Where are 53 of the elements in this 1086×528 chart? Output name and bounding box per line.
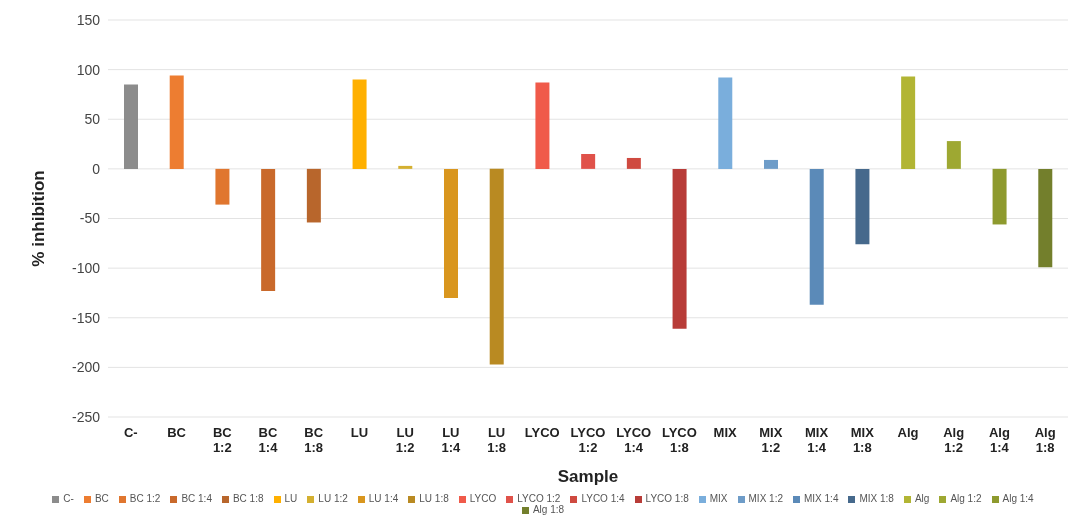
y-tick-label: -200: [71, 359, 101, 376]
legend-label: LU 1:4: [368, 493, 399, 504]
legend-label: C-: [63, 493, 74, 504]
legend-label: Alg: [914, 493, 930, 504]
y-tick-label: 50: [84, 111, 101, 128]
legend-label: BC 1:8: [232, 493, 264, 504]
x-tick-label: Alg 1:8: [1034, 425, 1056, 455]
legend-label: Alg 1:4: [1002, 493, 1034, 504]
x-tick-label: MIX: [713, 425, 738, 440]
x-tick-label: LU 1:2: [395, 425, 415, 455]
legend-label: LYCO 1:4: [581, 493, 625, 504]
x-tick-label: LYCO 1:8: [661, 425, 697, 455]
legend-label: MIX 1:2: [748, 493, 783, 504]
legend-label: LYCO 1:2: [517, 493, 561, 504]
x-tick-label: Alg: [897, 425, 919, 440]
x-tick-label: LYCO 1:4: [616, 425, 652, 455]
legend-label: MIX: [709, 493, 728, 504]
legend-label: MIX 1:8: [859, 493, 894, 504]
y-tick-label: -100: [71, 260, 101, 277]
legend-label: LU 1:2: [318, 493, 348, 504]
y-tick-label: -50: [79, 210, 101, 227]
x-tick-label: MIX 1:2: [759, 425, 783, 455]
y-tick-label: 0: [92, 160, 101, 177]
legend-label: LYCO 1:8: [645, 493, 689, 504]
x-tick-label: BC 1:2: [212, 425, 233, 455]
legend-label: MIX 1:4: [804, 493, 839, 504]
x-tick-label: Alg 1:2: [943, 425, 965, 455]
y-tick-label: 100: [76, 61, 101, 78]
legend-label: BC: [94, 493, 109, 504]
x-tick-label: LYCO: [524, 425, 560, 440]
legend-label: BC 1:2: [129, 493, 161, 504]
legend-label: Alg 1:2: [950, 493, 982, 504]
x-tick-label: BC: [167, 425, 187, 440]
x-tick-label: LYCO 1:2: [570, 425, 606, 455]
legend-label: LU: [284, 493, 298, 504]
x-tick-label: MIX 1:4: [805, 425, 829, 455]
y-axis-title: % inhibition: [29, 170, 49, 267]
x-tick-label: LU: [350, 425, 369, 440]
x-axis-title: Sample: [557, 467, 619, 486]
x-tick-label: BC 1:4: [258, 425, 279, 455]
legend-label: LYCO: [469, 493, 497, 504]
x-tick-label: C-: [124, 425, 138, 440]
y-tick-label: 150: [76, 11, 101, 28]
x-tick-label: MIX 1:8: [850, 425, 875, 455]
legend-label: LU 1:8: [419, 493, 449, 504]
x-tick-label: LU 1:8: [487, 425, 506, 455]
legend-label: Alg 1:8: [532, 504, 565, 515]
y-tick-label: -150: [71, 309, 101, 326]
legend-label: BC 1:4: [181, 493, 212, 504]
x-tick-label: BC 1:8: [304, 425, 324, 455]
y-tick-label: -250: [71, 408, 101, 425]
x-tick-label: LU 1:4: [441, 425, 462, 455]
x-tick-label: Alg 1:4: [988, 425, 1010, 455]
